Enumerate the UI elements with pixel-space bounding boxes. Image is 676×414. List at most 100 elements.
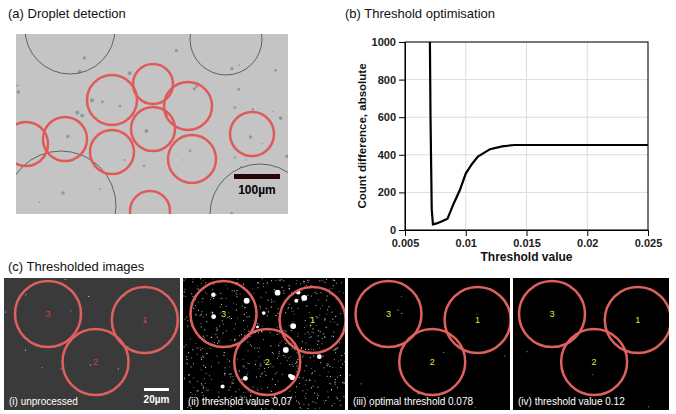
speckle — [210, 348, 211, 349]
speckle — [307, 280, 308, 281]
speckle — [321, 280, 322, 281]
tick-label: 0.015 — [513, 237, 541, 249]
speckle — [334, 359, 335, 360]
speckle — [304, 396, 305, 397]
speckle — [338, 361, 339, 362]
speckle — [258, 287, 259, 288]
speckle — [16, 84, 18, 86]
speckle — [197, 354, 198, 355]
speckle — [230, 340, 231, 341]
speckle — [343, 396, 344, 397]
speckle — [330, 383, 331, 384]
speckle — [293, 311, 294, 312]
speckle — [278, 280, 279, 281]
speckle — [251, 394, 252, 395]
speckle — [243, 359, 244, 360]
speckle — [70, 310, 71, 311]
speckle — [288, 358, 289, 359]
speckle — [267, 315, 268, 316]
speckle — [189, 374, 190, 375]
speckle — [272, 111, 273, 112]
droplet-label: 1 — [635, 315, 640, 325]
grid-line — [526, 42, 527, 230]
speckle — [203, 365, 204, 366]
speckle — [265, 408, 266, 409]
speckle — [186, 356, 187, 357]
speckle — [274, 289, 275, 290]
speckle — [25, 350, 26, 351]
speckle — [257, 323, 258, 324]
speckle — [648, 406, 649, 407]
speckle — [274, 69, 277, 72]
speckle — [302, 390, 303, 391]
speckle — [233, 303, 234, 304]
speckle — [187, 320, 188, 321]
speckle — [228, 390, 229, 391]
speckle — [253, 386, 254, 387]
speckle — [308, 349, 309, 350]
speckle — [128, 71, 132, 75]
speckle — [239, 389, 240, 390]
speckle — [186, 317, 187, 318]
grid — [405, 42, 648, 230]
speckle — [344, 381, 345, 382]
speckle — [175, 49, 178, 52]
speckle — [243, 366, 244, 367]
axis-line — [405, 43, 406, 231]
speckle — [295, 396, 296, 397]
thresholded-image: 312(iii) optimal threshold 0.078 — [348, 278, 511, 410]
speckle — [193, 308, 194, 309]
speckle — [221, 304, 222, 305]
speckle — [270, 363, 271, 364]
speckle — [203, 386, 204, 387]
speckle — [251, 346, 252, 347]
speckle — [327, 309, 328, 310]
speckle — [212, 313, 213, 314]
speckle — [212, 289, 213, 290]
speckle — [306, 380, 307, 381]
speckle — [263, 286, 264, 287]
speckle — [325, 327, 326, 328]
speckle — [324, 319, 325, 320]
speckle — [301, 347, 302, 348]
speckle — [305, 398, 306, 399]
speckle — [285, 312, 286, 313]
droplet-label: 2 — [592, 357, 597, 367]
speckle — [187, 363, 188, 364]
speckle — [305, 320, 306, 321]
speckle — [341, 355, 342, 356]
speckle — [205, 366, 206, 367]
speckle — [275, 280, 276, 281]
speckle — [213, 284, 214, 285]
droplet-outline — [63, 329, 129, 395]
speckle — [188, 375, 189, 376]
speckle — [220, 298, 221, 299]
undetected-droplet — [190, 34, 262, 75]
speckle — [335, 349, 336, 350]
speckle — [183, 280, 184, 281]
speckle — [332, 405, 333, 406]
speckle — [191, 408, 192, 409]
speckle — [306, 306, 307, 307]
speckle — [401, 313, 402, 314]
droplet-label: 2 — [430, 357, 435, 367]
speckle — [201, 357, 202, 358]
speckle — [283, 330, 284, 331]
speckle — [317, 393, 318, 394]
speckle — [17, 90, 20, 93]
speckle — [260, 306, 261, 307]
speckle — [344, 383, 345, 384]
speckle — [314, 371, 315, 372]
speckle — [322, 338, 323, 339]
speckle — [234, 340, 235, 341]
speckle — [313, 361, 314, 362]
speckle — [296, 352, 297, 353]
speckle — [236, 290, 237, 291]
droplet-label: 3 — [549, 309, 554, 319]
speckle — [319, 375, 320, 376]
tick: 1000 — [372, 36, 405, 48]
bright-spot — [294, 299, 298, 303]
speckle — [401, 296, 402, 297]
speckle — [200, 315, 201, 316]
speckle — [219, 325, 220, 326]
